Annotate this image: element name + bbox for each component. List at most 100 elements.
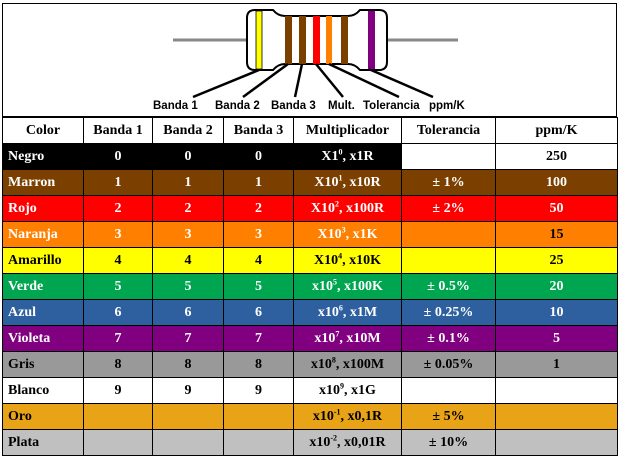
label-banda-1: Banda 1 — [153, 100, 198, 112]
table-row: Rojo 2 2 2 X102, x100R ± 2% 50 — [2, 195, 618, 222]
color-code-table: Color Banda 1 Banda 2 Banda 3 Multiplica… — [2, 117, 618, 456]
cell-banda-1: 1 — [83, 169, 153, 196]
cell-color: Amarillo — [2, 247, 84, 274]
cell-ppm: 20 — [495, 273, 618, 300]
cell-banda-2 — [152, 429, 224, 456]
band-orange — [326, 16, 332, 64]
cell-banda-2: 2 — [152, 195, 224, 222]
mult-alt: , x100M — [335, 356, 385, 372]
mult-exponent: -2 — [330, 432, 338, 442]
cell-tolerancia: ± 0.25% — [401, 299, 496, 326]
cell-ppm: 10 — [495, 299, 618, 326]
leader-lines — [192, 62, 434, 99]
cell-tolerancia: ± 5% — [401, 403, 496, 430]
cell-tolerancia: ± 2% — [401, 195, 496, 222]
header-banda-3: Banda 3 — [223, 117, 294, 144]
cell-multiplicador: x105, x100K — [293, 273, 402, 300]
band-yellow — [255, 10, 263, 70]
cell-banda-3 — [223, 429, 294, 456]
cell-tolerancia — [401, 247, 496, 274]
resistor-illustration: Banda 1 Banda 2 Banda 3 Mult. Tolerancia… — [153, 9, 465, 112]
cell-color: Oro — [2, 403, 84, 430]
cell-banda-1: 2 — [83, 195, 153, 222]
cell-banda-1: 3 — [83, 221, 153, 248]
mult-base: X10 — [313, 252, 339, 268]
cell-ppm: 1 — [495, 351, 618, 378]
mult-base: X1 — [321, 148, 339, 164]
cell-tolerancia: ± 10% — [401, 429, 496, 456]
cell-tolerancia: ± 0.5% — [401, 273, 496, 300]
header-ppm: ppm/K — [495, 117, 618, 144]
table-row: Blanco 9 9 9 x109, x1G — [2, 377, 618, 404]
band-red — [313, 16, 320, 64]
cell-banda-1: 0 — [83, 143, 153, 170]
cell-banda-2: 7 — [152, 325, 224, 352]
label-mult: Mult. — [328, 100, 355, 112]
mult-exponent: 6 — [338, 302, 343, 312]
cell-color: Violeta — [2, 325, 84, 352]
cell-multiplicador: x106, x1M — [293, 299, 402, 326]
cell-banda-3: 5 — [223, 273, 294, 300]
mult-base: x10 — [312, 278, 334, 294]
table-row: Negro 0 0 0 X10, x1R 250 — [2, 143, 618, 170]
mult-exponent: 2 — [335, 198, 339, 208]
cell-ppm: 250 — [495, 143, 618, 170]
cell-multiplicador: x108, x100M — [293, 351, 402, 378]
header-banda-1: Banda 1 — [83, 117, 153, 144]
mult-alt: , x100R — [339, 200, 385, 216]
table-body: Negro 0 0 0 X10, x1R 250 Marron 1 1 1 X101, x10R ± … — [2, 143, 618, 456]
header-tolerancia: Tolerancia — [401, 117, 496, 144]
label-banda-2: Banda 2 — [215, 100, 260, 112]
mult-alt: , x1G — [344, 382, 376, 398]
mult-exponent: 7 — [335, 328, 340, 338]
table-row: Azul 6 6 6 x106, x1M ± 0.25% 10 — [2, 299, 618, 326]
mult-alt: , x1M — [342, 304, 378, 320]
cell-tolerancia — [401, 143, 496, 170]
mult-alt: , x1R — [342, 148, 374, 164]
cell-banda-1: 4 — [83, 247, 153, 274]
cell-ppm — [495, 377, 618, 404]
band-brown-1 — [285, 16, 292, 64]
band-violet — [368, 11, 375, 69]
label-banda-3: Banda 3 — [271, 100, 316, 112]
label-ppm: ppm/K — [429, 100, 465, 112]
cell-color: Plata — [2, 429, 84, 456]
header-banda-2: Banda 2 — [152, 117, 224, 144]
mult-exponent: 3 — [341, 224, 346, 234]
band-brown-2 — [299, 16, 306, 64]
cell-color: Blanco — [2, 377, 84, 404]
cell-color: Marron — [2, 169, 84, 196]
mult-alt: , x0,01R — [337, 434, 386, 450]
label-tolerancia: Tolerancia — [363, 100, 420, 112]
cell-tolerancia: ± 1% — [401, 169, 496, 196]
cell-multiplicador: X103, x1K — [293, 221, 402, 248]
cell-banda-2: 8 — [152, 351, 224, 378]
mult-alt: , x10R — [342, 174, 381, 190]
cell-ppm: 25 — [495, 247, 618, 274]
header-color: Color — [2, 117, 84, 144]
mult-exponent: 9 — [340, 380, 345, 390]
band-brown-3 — [341, 16, 348, 64]
cell-banda-2: 9 — [152, 377, 224, 404]
mult-exponent: 0 — [338, 146, 343, 156]
cell-multiplicador: x107, x10M — [293, 325, 402, 352]
cell-ppm: 100 — [495, 169, 618, 196]
cell-ppm — [495, 429, 618, 456]
cell-tolerancia: ± 0.05% — [401, 351, 496, 378]
cell-tolerancia: ± 0.1% — [401, 325, 496, 352]
cell-banda-3: 8 — [223, 351, 294, 378]
table-row: Violeta 7 7 7 x107, x10M ± 0.1% 5 — [2, 325, 618, 352]
cell-multiplicador: x10-2, x0,01R — [293, 429, 402, 456]
cell-color: Gris — [2, 351, 84, 378]
cell-ppm — [495, 403, 618, 430]
mult-base: x10 — [314, 330, 336, 346]
mult-alt: , x10M — [339, 330, 381, 346]
table-row: Marron 1 1 1 X101, x10R ± 1% 100 — [2, 169, 618, 196]
mult-exponent: 5 — [333, 276, 338, 286]
table-row: Naranja 3 3 3 X103, x1K 15 — [2, 221, 618, 248]
cell-banda-3: 0 — [223, 143, 294, 170]
cell-banda-1 — [83, 429, 153, 456]
table-row: Gris 8 8 8 x108, x100M ± 0.05% 1 — [2, 351, 618, 378]
resistor-diagram: Banda 1 Banda 2 Banda 3 Mult. Tolerancia… — [2, 3, 617, 117]
